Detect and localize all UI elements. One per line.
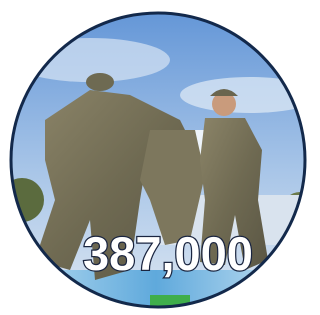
page: 387,000 (() => { const data = JSON.parse… bbox=[0, 0, 312, 315]
headline-number: 387,000 bbox=[83, 227, 253, 280]
circular-photo-badge: 387,000 bbox=[0, 0, 312, 315]
